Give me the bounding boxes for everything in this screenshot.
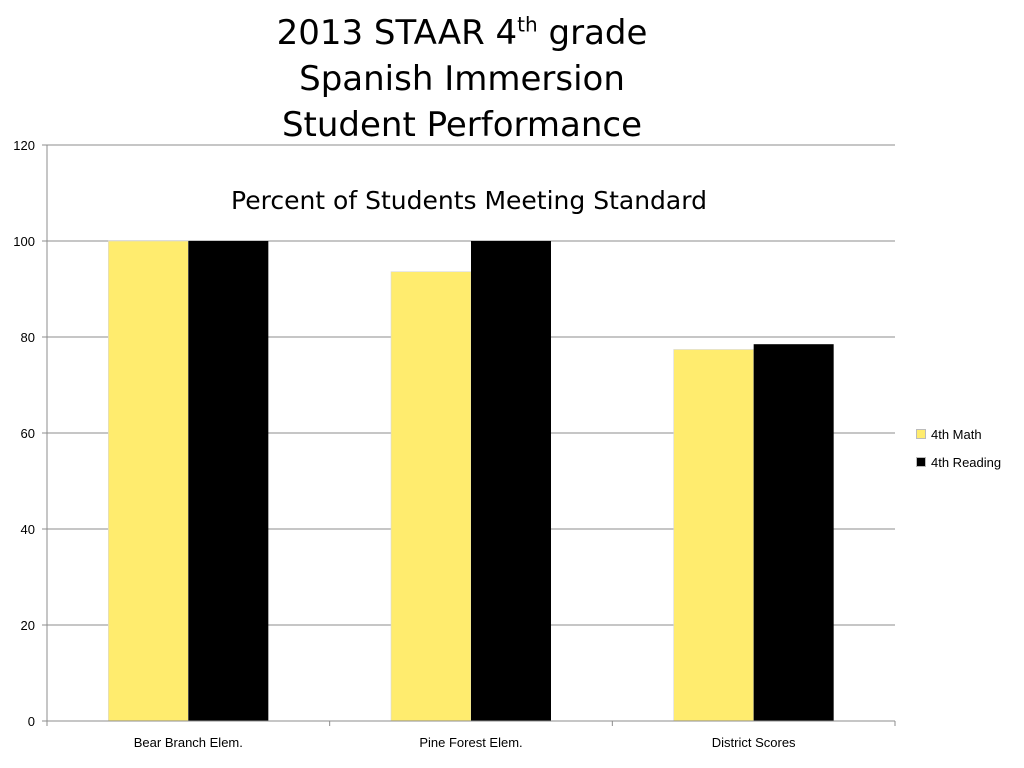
x-tick-label: Pine Forest Elem. xyxy=(419,735,522,750)
y-tick-label: 120 xyxy=(13,138,35,153)
y-tick-label: 40 xyxy=(21,522,35,537)
legend-swatch xyxy=(916,429,926,439)
bar-4th-math xyxy=(108,240,189,722)
legend: 4th Math 4th Reading xyxy=(916,420,1001,476)
bar-4th-math xyxy=(390,271,472,722)
y-tick-label: 60 xyxy=(21,426,35,441)
x-tick-label: Bear Branch Elem. xyxy=(134,735,243,750)
legend-swatch xyxy=(916,457,926,467)
legend-item: 4th Reading xyxy=(916,448,1001,476)
title-line-1: 2013 STAAR 4th grade xyxy=(276,12,648,53)
title-line-3: Student Performance xyxy=(281,105,643,145)
bar-4th-math xyxy=(673,349,754,722)
chart-title: 2013 STAAR 4th grade Spanish Immersion S… xyxy=(0,10,924,148)
legend-label: 4th Reading xyxy=(931,454,1002,470)
x-tick-label: District Scores xyxy=(712,735,796,750)
y-tick-label: 20 xyxy=(21,618,35,633)
bar-4th-reading xyxy=(753,344,834,721)
bars xyxy=(108,240,834,722)
bar-4th-reading xyxy=(188,241,269,721)
chart-subtitle: Percent of Students Meeting Standard xyxy=(231,186,707,215)
axes: 0 20 40 60 80 100 120 Bear Branch Elem. Pine For… xyxy=(13,138,896,750)
legend-label: 4th Math xyxy=(931,426,982,442)
legend-item: 4th Math xyxy=(916,420,1001,448)
y-tick-label: 80 xyxy=(21,330,35,345)
title-line-2: Spanish Immersion xyxy=(299,59,625,99)
y-tick-label: 100 xyxy=(13,234,35,249)
bar-4th-reading xyxy=(471,241,551,721)
y-tick-label: 0 xyxy=(28,714,35,729)
